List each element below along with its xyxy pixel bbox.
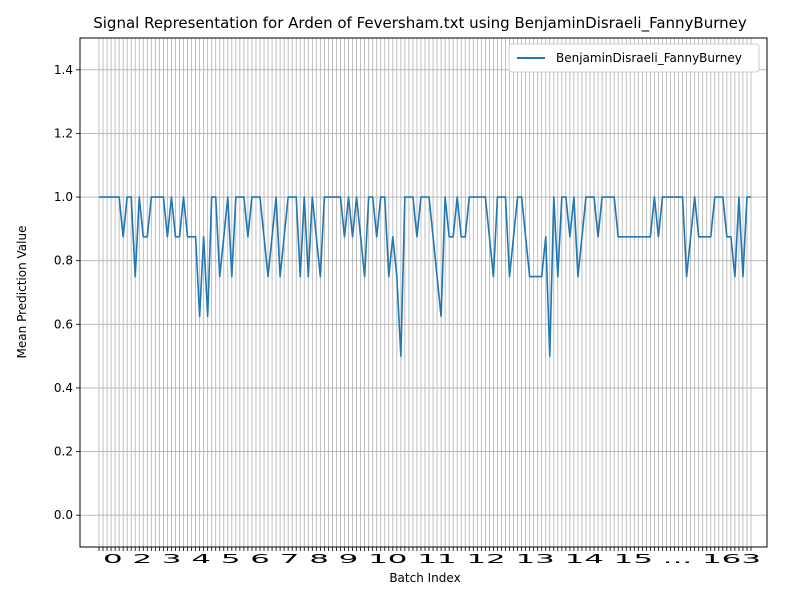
legend: BenjaminDisraeli_FannyBurney [508,43,760,73]
series-line [99,196,751,357]
y-tick-label: 0.8 [54,254,73,268]
y-tick-label: 1.4 [54,63,73,77]
x-axis-label: Batch Index [389,571,460,585]
x-axis [98,547,752,551]
y-axis-label: Mean Prediction Value [15,226,29,359]
y-axis: 0.0 0.2 0.4 0.6 0.8 1.0 1.2 1.4 [54,63,80,522]
legend-label: BenjaminDisraeli_FannyBurney [556,51,742,65]
y-tick-label: 0.0 [54,508,73,522]
y-tick-label: 1.0 [54,190,73,204]
y-tick-label: 0.2 [54,445,73,459]
chart-title: Signal Representation for Arden of Fever… [93,14,747,33]
plot-frame [79,37,768,548]
y-tick-label: 1.2 [54,126,73,140]
x-tick-labels: 0 2 3 4 5 6 7 8 9 10 11 12 13 14 15 ... … [103,552,761,566]
y-tick-label: 0.6 [54,317,73,331]
x-gridlines [98,38,752,547]
legend-box [508,43,760,73]
y-tick-label: 0.4 [54,381,73,395]
series-layer [99,196,751,357]
